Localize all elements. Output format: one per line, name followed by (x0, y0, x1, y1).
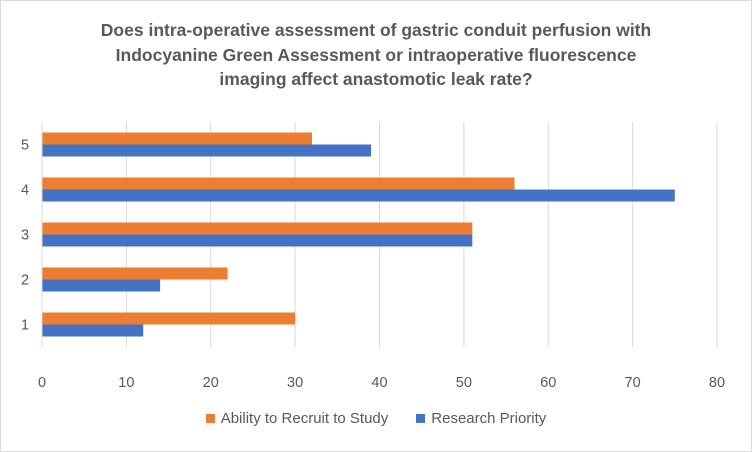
legend-swatch-priority (416, 414, 426, 423)
legend-label-priority: Research Priority (431, 410, 547, 427)
bar-recruit-3 (42, 222, 473, 235)
bar-priority-3 (42, 234, 473, 247)
x-tick-label-30: 30 (287, 375, 303, 391)
x-tick-label-10: 10 (118, 375, 134, 391)
bar-recruit-1 (42, 312, 296, 325)
chart-title: Does intra-operative assessment of gastr… (41, 18, 711, 92)
bar-recruit-5 (42, 132, 312, 145)
y-tick-label-2: 2 (21, 273, 29, 289)
chart-title-line-2: Indocyanine Green Assessment or intraope… (115, 44, 637, 65)
legend-item-recruit: Ability to Recruit to Study (205, 410, 389, 427)
legend-swatch-recruit (205, 414, 215, 423)
bar-recruit-2 (42, 267, 228, 280)
x-tick-label-70: 70 (625, 375, 641, 391)
y-tick-label-3: 3 (21, 228, 29, 244)
y-tick-label-4: 4 (21, 183, 29, 199)
x-tick-label-0: 0 (38, 375, 46, 391)
legend-item-priority: Research Priority (416, 410, 546, 427)
legend-label-recruit: Ability to Recruit to Study (220, 410, 389, 427)
bar-priority-2 (42, 279, 161, 292)
bar-priority-1 (42, 324, 144, 337)
y-tick-label-1: 1 (21, 318, 29, 334)
bar-priority-4 (42, 189, 675, 202)
y-tick-label-5: 5 (21, 138, 29, 154)
x-tick-label-40: 40 (371, 375, 387, 391)
chart-title-line-1: Does intra-operative assessment of gastr… (100, 20, 652, 40)
x-tick-label-20: 20 (203, 375, 219, 391)
x-tick-label-60: 60 (540, 375, 556, 391)
bar-recruit-4 (42, 177, 515, 190)
bar-priority-5 (42, 144, 372, 157)
legend: Ability to Recruit to Study Research Pri… (1, 410, 751, 427)
chart-title-line-3: imaging affect anastomotic leak rate? (219, 69, 533, 89)
x-tick-label-50: 50 (456, 375, 472, 391)
x-tick-label-80: 80 (709, 375, 725, 391)
